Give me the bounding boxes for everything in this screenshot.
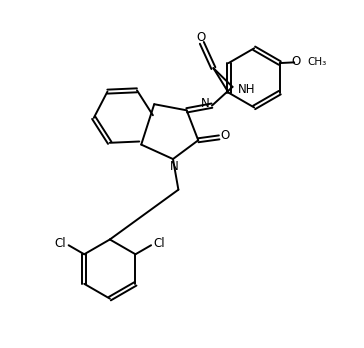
Text: O: O	[220, 129, 229, 142]
Text: NH: NH	[238, 83, 255, 96]
Text: O: O	[197, 31, 206, 44]
Text: O: O	[291, 55, 301, 69]
Text: N: N	[170, 160, 179, 173]
Text: Cl: Cl	[55, 237, 67, 250]
Text: CH₃: CH₃	[308, 57, 327, 66]
Text: N: N	[201, 97, 210, 110]
Text: Cl: Cl	[153, 237, 165, 250]
